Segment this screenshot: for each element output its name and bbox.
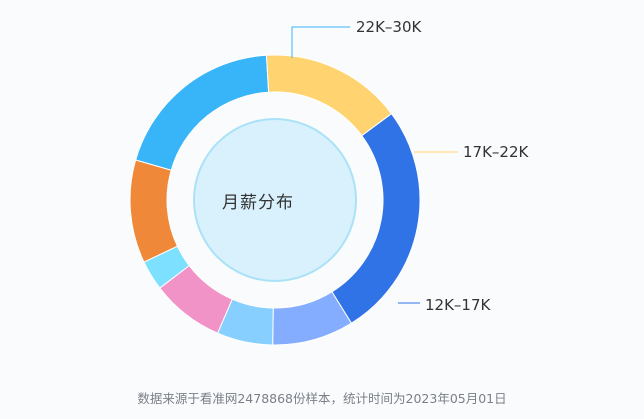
callout-label-2: 12K–17K: [425, 296, 491, 314]
leader-line-0: [291, 26, 350, 58]
center-label: 月薪分布: [222, 193, 294, 213]
callout-label-1: 17K–22K: [463, 143, 529, 161]
callout-label-0: 22K–30K: [356, 18, 422, 36]
center-circle: [195, 120, 355, 280]
source-note: 数据来源于看准网2478868份样本，统计时间为2023年05月01日: [137, 391, 507, 406]
donut-slice-7: [129, 159, 179, 263]
